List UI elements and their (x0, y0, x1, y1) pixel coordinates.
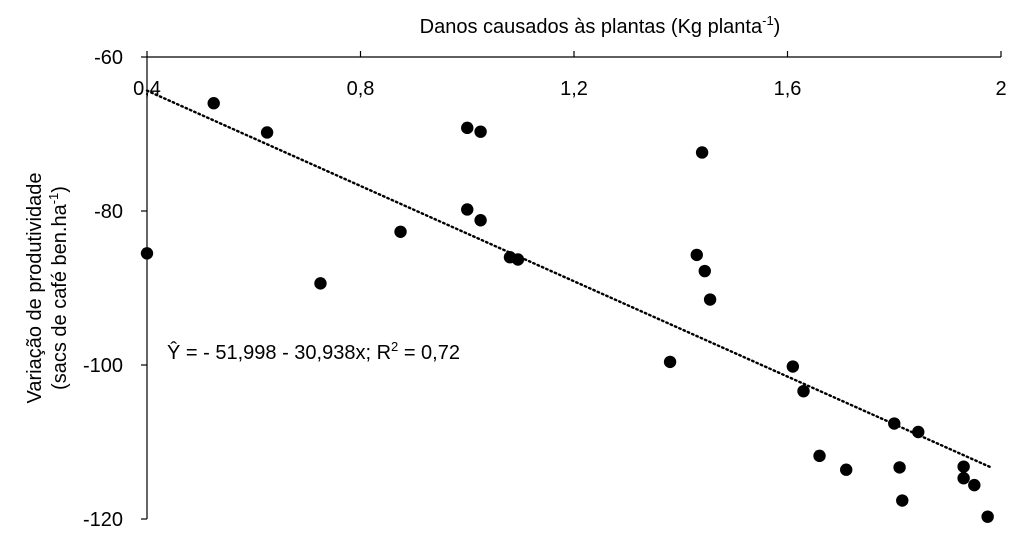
data-point (698, 264, 711, 278)
data-point (474, 125, 487, 138)
data-point (140, 247, 154, 260)
data-points (140, 97, 994, 523)
y-tick-labels: -60 -80 -100 -120 (83, 47, 123, 531)
data-point (260, 126, 274, 139)
x-axis-title: Danos causados às plantas (Kg planta-1) (420, 13, 781, 38)
y-tick-label: -100 (83, 355, 123, 377)
data-point (840, 463, 853, 476)
regression-equation: Ŷ = - 51,998 - 30,938x; R2 = 0,72 (167, 339, 460, 364)
trendline (145, 89, 992, 469)
data-point (797, 384, 810, 398)
y-axis-title-line1: Variação de produtividade (24, 173, 46, 404)
data-point (786, 360, 800, 373)
data-point (968, 478, 981, 492)
data-point (394, 225, 407, 238)
data-point (695, 146, 709, 159)
data-point (893, 461, 906, 474)
y-tick-label: -80 (94, 201, 123, 223)
data-point (813, 449, 826, 463)
data-point (663, 355, 677, 369)
y-ticks (141, 56, 147, 520)
data-point (888, 417, 901, 430)
data-point (703, 293, 717, 306)
data-point (912, 425, 925, 439)
data-point (690, 248, 703, 262)
x-tick-label: 2 (995, 78, 1006, 100)
x-tick-label: 1,2 (560, 78, 588, 100)
x-ticks (146, 51, 1002, 57)
y-tick-label: -60 (94, 47, 123, 69)
data-point (461, 203, 474, 216)
y-axis-title: Variação de produtividade (sacs de café … (24, 173, 71, 404)
x-tick-labels: 0,4 0,8 1,2 1,6 2 (133, 78, 1006, 100)
data-point (461, 121, 474, 135)
x-tick-label: 0,4 (133, 78, 161, 100)
data-point (474, 214, 487, 227)
x-tick-label: 0,8 (347, 78, 375, 100)
y-axis-title-line2: (sacs de café ben.ha-1) (46, 186, 71, 390)
data-point (957, 471, 970, 485)
y-tick-label: -120 (83, 509, 123, 531)
data-point (511, 253, 525, 266)
data-point (981, 510, 994, 523)
x-tick-label: 1,6 (774, 78, 802, 100)
data-point (896, 494, 909, 507)
data-point (314, 277, 327, 290)
data-point (207, 97, 220, 110)
data-point (957, 460, 970, 473)
